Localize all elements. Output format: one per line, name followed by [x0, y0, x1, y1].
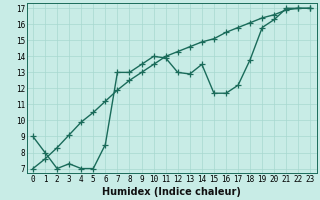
X-axis label: Humidex (Indice chaleur): Humidex (Indice chaleur) — [102, 187, 241, 197]
